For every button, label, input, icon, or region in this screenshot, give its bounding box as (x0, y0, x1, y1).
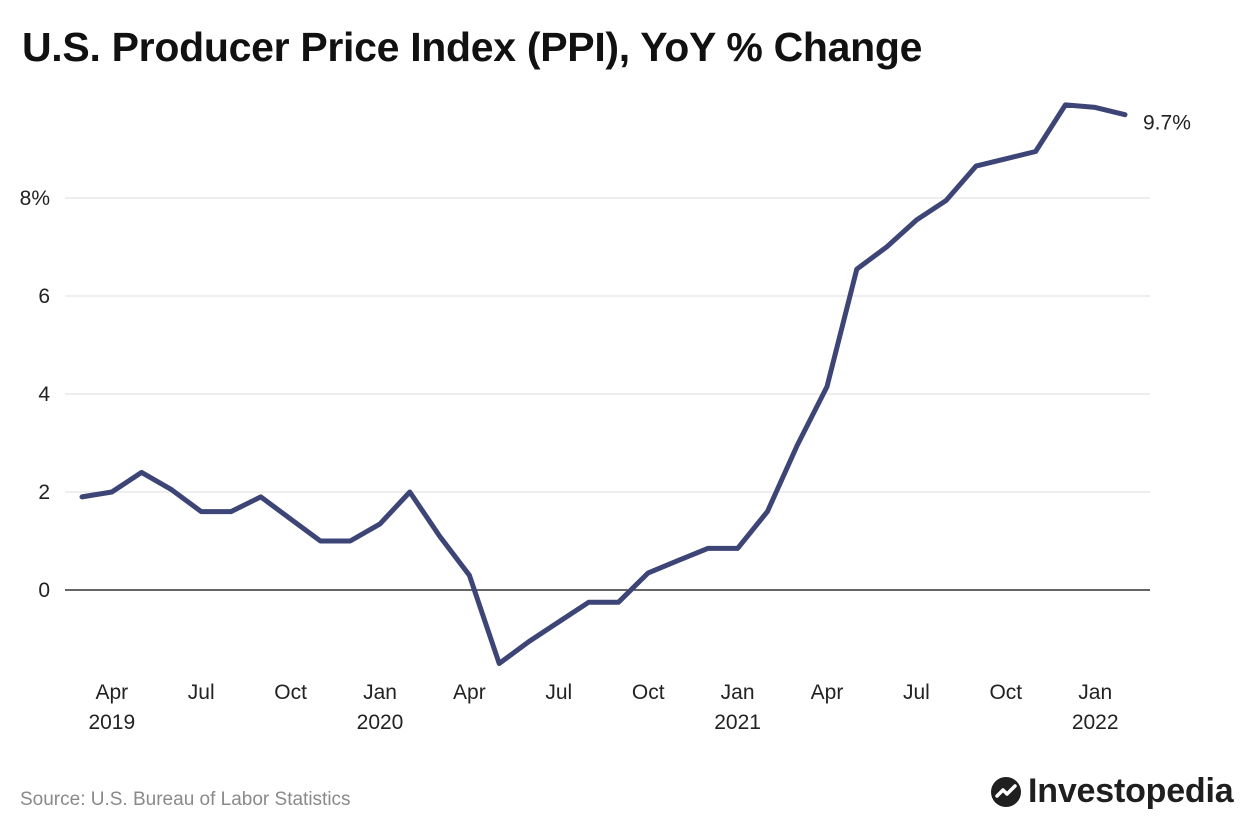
brand-name: Investopedia (1028, 772, 1234, 810)
source-note: Source: U.S. Bureau of Labor Statistics (20, 789, 351, 810)
chart-title: U.S. Producer Price Index (PPI), YoY % C… (22, 24, 923, 70)
x-tick-year-label: 2019 (88, 711, 135, 734)
end-value-label: 9.7% (1143, 112, 1191, 135)
series-line (79, 102, 1128, 666)
x-tick-year-label: 2020 (357, 711, 404, 734)
y-tick-label: 0 (38, 579, 50, 602)
x-tick-label: Jul (188, 681, 215, 704)
x-tick-label: Oct (274, 681, 307, 704)
x-tick-label: Apr (95, 681, 128, 704)
y-tick-label: 4 (38, 383, 50, 406)
y-axis-ticks: 0 2 4 6 8% (20, 187, 51, 602)
x-tick-label: Jan (721, 681, 755, 704)
y-tick-label: 2 (38, 481, 50, 504)
x-tick-label: Apr (453, 681, 486, 704)
line-chart: 0 2 4 6 8% Apr 2019 Jul Oct Jan 2020 Apr Jul Oct Jan 2… (20, 102, 1191, 734)
gridlines (65, 197, 1150, 591)
x-tick-label: Oct (989, 681, 1022, 704)
x-tick-label: Apr (811, 681, 844, 704)
y-tick-label: 8% (20, 187, 50, 210)
x-tick-label: Jul (903, 681, 930, 704)
x-tick-label: Oct (632, 681, 665, 704)
investopedia-logo-icon (991, 776, 1021, 807)
x-tick-label: Jan (363, 681, 397, 704)
x-tick-year-label: 2022 (1072, 711, 1119, 734)
x-tick-year-label: 2021 (714, 711, 761, 734)
x-axis-ticks: Apr 2019 Jul Oct Jan 2020 Apr Jul Oct Jan 2021 Apr J… (88, 681, 1118, 734)
x-tick-label: Jul (545, 681, 572, 704)
x-tick-label: Jan (1078, 681, 1112, 704)
series (79, 102, 1128, 666)
y-tick-label: 6 (38, 285, 50, 308)
brand-logo: Investopedia (990, 772, 1234, 811)
